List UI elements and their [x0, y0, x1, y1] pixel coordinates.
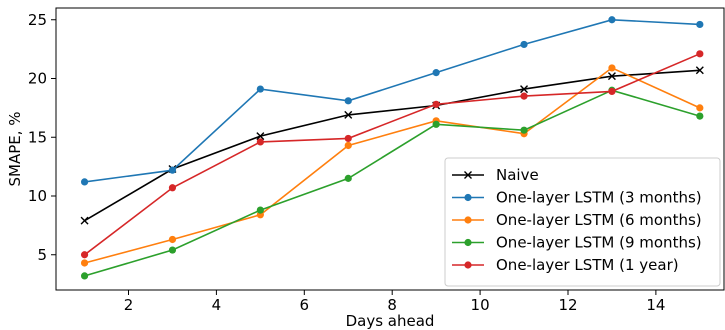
legend-box	[444, 157, 721, 287]
data-point-marker	[344, 134, 352, 143]
legend-label: One-layer LSTM (3 months)	[496, 189, 702, 207]
data-point-marker	[432, 100, 440, 108]
legend: Naive One-layer LSTM (3 months) One-layer …	[444, 157, 721, 287]
legend-marker	[464, 261, 472, 269]
x-tick-label: 6	[300, 296, 310, 314]
data-point-marker	[696, 50, 704, 58]
data-point-marker	[256, 132, 265, 141]
legend-label: One-layer LSTM (1 year)	[496, 256, 679, 274]
data-point-marker	[168, 166, 177, 174]
data-point-marker	[696, 104, 704, 112]
data-point-marker	[256, 206, 264, 214]
x-tick-label: 4	[212, 296, 222, 314]
data-point-marker	[696, 20, 704, 29]
data-point-marker	[432, 120, 440, 128]
legend-label: Naive	[496, 166, 539, 184]
y-tick-label: 10	[28, 187, 47, 205]
x-tick-label: 12	[558, 296, 577, 314]
data-point-marker	[607, 72, 616, 81]
series-line	[84, 66, 701, 264]
data-point-marker	[344, 110, 353, 119]
data-point-marker	[520, 92, 528, 100]
data-point-marker	[168, 235, 177, 244]
data-point-marker	[344, 174, 352, 182]
data-point-marker	[344, 97, 352, 105]
data-point-marker	[168, 184, 177, 192]
data-point-marker	[80, 272, 89, 280]
data-point-marker	[80, 259, 89, 267]
data-point-marker	[608, 16, 616, 24]
data-point-marker	[256, 85, 264, 93]
data-point-marker	[344, 141, 352, 150]
data-point-marker	[80, 251, 89, 259]
x-tick-label: 10	[471, 296, 490, 314]
legend-marker	[464, 216, 472, 224]
data-point-marker	[256, 138, 264, 146]
y-tick-label: 25	[28, 11, 47, 29]
data-point-marker	[168, 246, 177, 254]
series-line	[84, 89, 701, 277]
x-tick-label: 2	[124, 296, 134, 314]
legend-label: One-layer LSTM (9 months)	[496, 234, 702, 252]
axis-ticks: 2 4 6 8 10 12 14 5 10 15 20 25	[28, 11, 666, 314]
data-point-marker	[695, 66, 704, 75]
data-point-marker	[608, 87, 616, 96]
legend-marker	[464, 171, 472, 179]
y-tick-label: 20	[28, 70, 47, 88]
data-point-marker	[520, 85, 529, 94]
series-layer	[80, 16, 704, 280]
y-axis-label: SMAPE, %	[6, 111, 24, 186]
legend-marker	[464, 193, 472, 202]
data-point-marker	[520, 40, 528, 49]
series-line	[84, 53, 701, 256]
data-point-marker	[696, 112, 704, 120]
y-tick-label: 5	[37, 246, 47, 264]
legend-marker	[464, 238, 472, 247]
y-tick-label: 15	[28, 128, 47, 146]
data-point-marker	[80, 178, 89, 186]
data-point-marker	[80, 216, 89, 225]
x-axis-label: Days ahead	[346, 312, 435, 330]
legend-label: One-layer LSTM (6 months)	[496, 211, 702, 229]
x-tick-label: 14	[646, 296, 665, 314]
data-point-marker	[432, 69, 440, 77]
data-point-marker	[520, 126, 528, 134]
data-point-marker	[608, 64, 616, 72]
series-line	[84, 18, 700, 183]
x-tick-label: 8	[387, 296, 397, 314]
